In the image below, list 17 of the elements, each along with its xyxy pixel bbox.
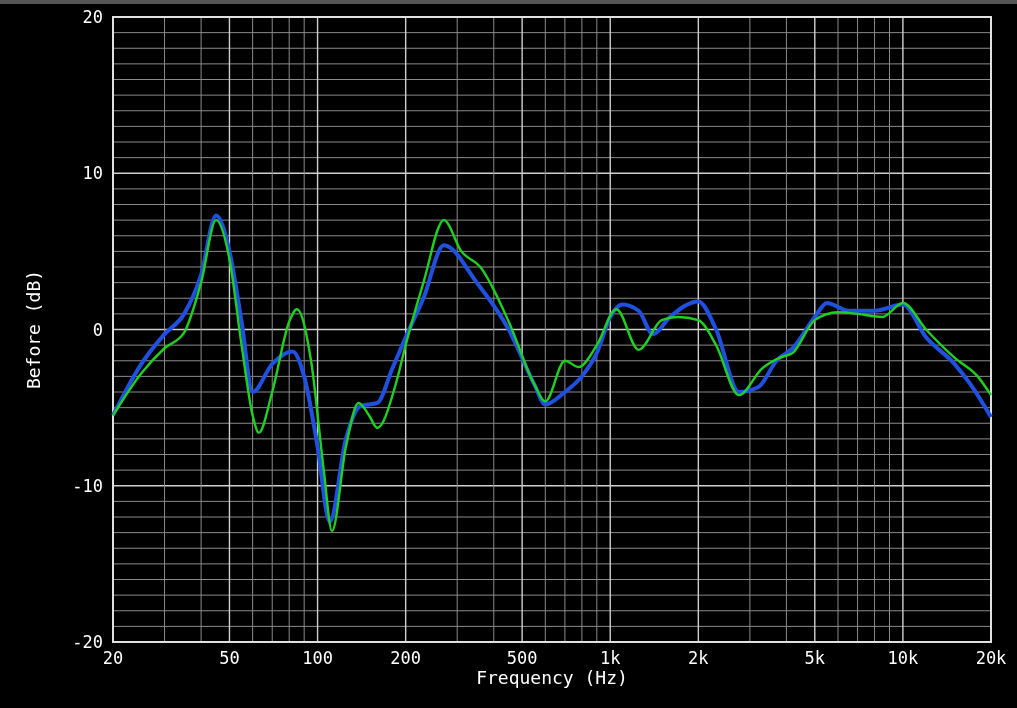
x-tick-label: 50 bbox=[219, 648, 240, 668]
y-tick-label: 20 bbox=[82, 7, 103, 27]
x-tick-label: 2k bbox=[688, 648, 709, 668]
x-tick-label: 20k bbox=[975, 648, 1007, 668]
x-tick-label: 10k bbox=[887, 648, 919, 668]
y-axis-title: Before (dB) bbox=[23, 269, 44, 390]
x-tick-label: 5k bbox=[804, 648, 826, 668]
x-axis-title: Frequency (Hz) bbox=[476, 667, 628, 688]
y-tick-label: 10 bbox=[82, 163, 103, 184]
x-tick-label: 1k bbox=[599, 648, 621, 668]
x-tick-label: 100 bbox=[302, 648, 333, 668]
y-tick-label: -10 bbox=[72, 475, 103, 496]
x-tick-label: 500 bbox=[506, 648, 538, 668]
x-tick-label: 200 bbox=[390, 648, 422, 668]
x-tick-label: 20 bbox=[102, 648, 124, 668]
y-tick-label: 0 bbox=[92, 319, 103, 340]
y-tick-label: -20 bbox=[72, 632, 103, 652]
